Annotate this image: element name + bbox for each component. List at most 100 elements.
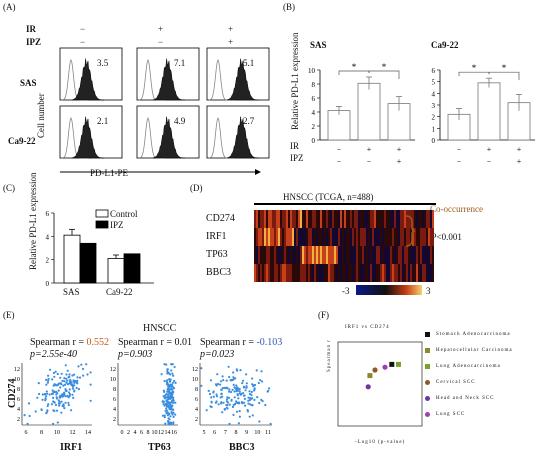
- heatmap-cell: [284, 246, 286, 264]
- heatmap-cell: [408, 228, 410, 246]
- heatmap-cell: [318, 210, 320, 228]
- heatmap-cell: [410, 246, 412, 264]
- x-tick-label: 12: [158, 430, 164, 436]
- scatter-point: [168, 388, 171, 391]
- heatmap-cell: [290, 246, 292, 264]
- y-tick-label: 4: [195, 407, 198, 413]
- scatter-point: [248, 415, 251, 418]
- scatter-point: [170, 411, 173, 414]
- heatmap-cell: [374, 264, 376, 282]
- sig-star: *: [382, 62, 387, 72]
- heatmap-cell: [380, 210, 382, 228]
- heatmap-cell: [338, 210, 340, 228]
- scatter-point: [223, 386, 226, 389]
- scatter-point: [170, 394, 174, 397]
- scatter-point: [233, 390, 236, 393]
- scatter-point: [68, 373, 71, 376]
- scatter-point: [45, 395, 48, 398]
- heatmap-cell: [362, 264, 364, 282]
- ipz-value: −: [367, 157, 372, 166]
- heatmap-cell: [354, 264, 356, 282]
- heatmap-cell: [398, 228, 400, 246]
- heatmap-cell: [334, 246, 336, 264]
- heatmap-cell: [404, 264, 406, 282]
- plot-frame: [337, 341, 423, 427]
- flow-histograms: [59, 47, 270, 175]
- heatmap-cell: [276, 210, 278, 228]
- heatmap-cell: [410, 264, 412, 282]
- sig-star: *: [472, 63, 477, 73]
- scatter-point: [245, 382, 248, 385]
- heatmap-cell: [358, 264, 360, 282]
- heatmap-cell: [340, 264, 342, 282]
- heatmap-cell: [264, 210, 266, 228]
- heatmap-cell: [378, 210, 380, 228]
- scatter-point: [255, 369, 258, 372]
- legend-item: Head and Neck SCC: [425, 390, 513, 406]
- scatter-point: [56, 383, 60, 386]
- scatter-point: [76, 376, 79, 379]
- x-tick-label: 8: [235, 430, 238, 436]
- scatter-point: [85, 363, 88, 366]
- scatter-point: [73, 381, 76, 384]
- y-tick-label: 0: [312, 137, 316, 145]
- scatter-point: [389, 361, 395, 367]
- heatmap-cell: [314, 246, 316, 264]
- heatmap-cell: [424, 228, 426, 246]
- legend-label: Lung SCC: [436, 411, 466, 417]
- scatter-point: [45, 412, 48, 415]
- heatmap-cell: [266, 210, 268, 228]
- scatter-point: [34, 410, 37, 413]
- gene-bbc3: BBC3: [206, 267, 232, 278]
- heatmap-cell: [270, 210, 272, 228]
- heatmap-cell: [298, 264, 300, 282]
- sig-bracket: [488, 71, 520, 81]
- heatmap-cell: [396, 210, 398, 228]
- scatter-point: [259, 379, 262, 382]
- y-tick-label: 1: [432, 125, 436, 133]
- heatmap-cell: [316, 246, 318, 264]
- heatmap-cell: [294, 246, 296, 264]
- scatter-point: [230, 398, 233, 401]
- heatmap-cell: [362, 210, 364, 228]
- heatmap-cell: [272, 264, 274, 282]
- scatter-point: [244, 389, 247, 392]
- scatter-point: [61, 379, 64, 382]
- scatter-point: [64, 401, 67, 404]
- scatter-point: [232, 378, 235, 381]
- scatter-point: [219, 380, 223, 383]
- y-tick-label: 8: [195, 387, 198, 393]
- scatter-point: [52, 422, 55, 425]
- heatmap-cell: [306, 210, 308, 228]
- heatmap-cell: [278, 210, 280, 228]
- heatmap-cell: [254, 228, 256, 246]
- x-tick-label: 12: [70, 430, 76, 436]
- heatmap-cell: [300, 264, 302, 282]
- scatter-point: [236, 369, 239, 372]
- legend-swatch: [425, 363, 430, 369]
- scatter-point: [168, 407, 171, 410]
- scatter-point: [56, 372, 59, 376]
- heatmap-cell: [334, 264, 336, 282]
- heatmap-cell: [376, 210, 378, 228]
- heatmap-cell: [376, 264, 378, 282]
- scatter-point: [162, 389, 165, 392]
- scatter-point: [254, 383, 257, 387]
- scatter-point: [68, 388, 71, 391]
- heatmap-cell: [288, 210, 290, 228]
- scatter-point: [167, 422, 170, 425]
- scatter-point: [200, 367, 203, 370]
- scatter-point: [242, 385, 246, 388]
- scatter-point: [69, 379, 72, 382]
- heatmap-cell: [370, 210, 372, 228]
- heatmap-cell: [406, 210, 408, 228]
- heatmap-cell: [326, 228, 328, 246]
- heatmap-cell: [392, 264, 394, 282]
- scatter-point: [55, 409, 59, 412]
- scatter-point: [52, 409, 55, 412]
- scatter-point: [251, 383, 254, 386]
- scatter-point: [214, 383, 218, 386]
- y-tick-label: 2: [46, 257, 50, 265]
- scatter-point: [172, 396, 175, 399]
- heatmap-cell: [390, 264, 392, 282]
